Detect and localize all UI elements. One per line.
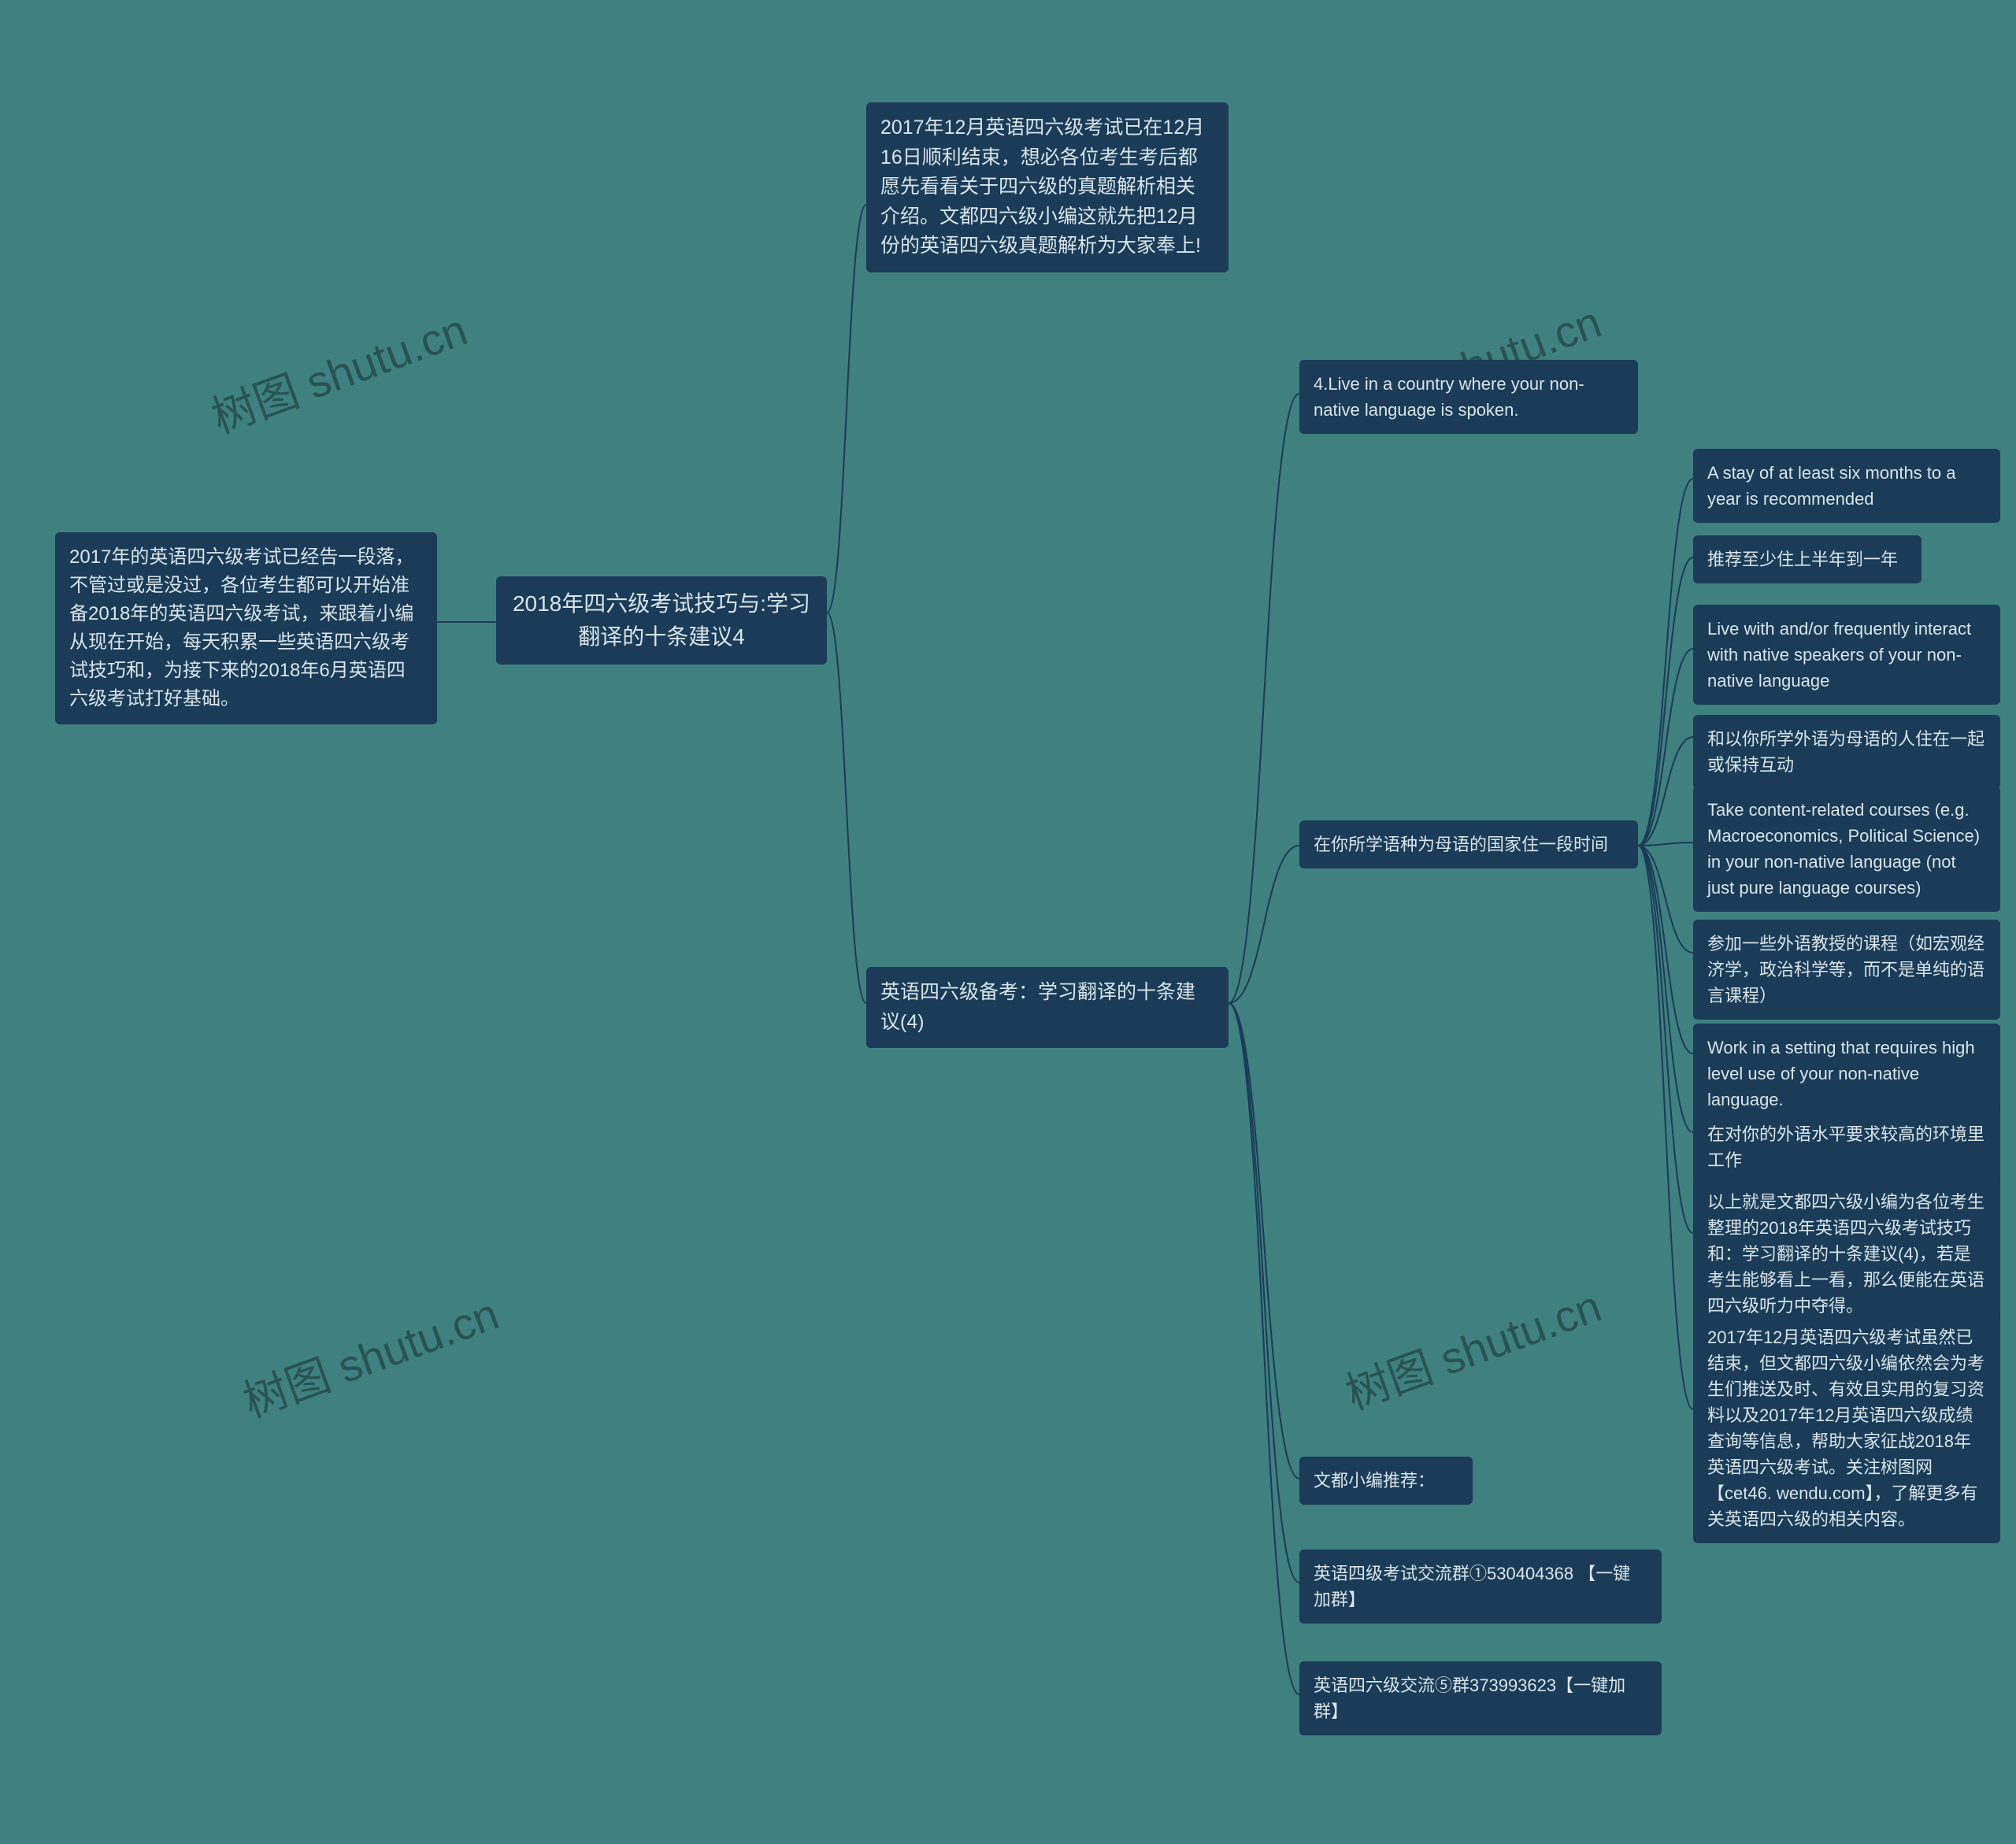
node-group-cet46: 英语四六级交流⑤群373993623【一键加群】 <box>1299 1661 1662 1735</box>
node-center-title: 2018年四六级考试技巧与:学习翻译的十条建议4 <box>496 576 827 665</box>
node-tip-4-live: 4.Live in a country where your non-nativ… <box>1299 360 1638 434</box>
leaf-stay-zh: 推荐至少住上半年到一年 <box>1693 535 1922 583</box>
leaf-courses-en: Take content-related courses (e.g. Macro… <box>1693 786 2000 912</box>
node-top-right-intro: 2017年12月英语四六级考试已在12月16日顺利结束，想必各位考生考后都愿先看… <box>866 102 1228 272</box>
watermark: 树图 shutu.cn <box>1336 1271 1609 1422</box>
leaf-summary: 以上就是文都四六级小编为各位考生整理的2018年英语四六级考试技巧和：学习翻译的… <box>1693 1178 2000 1330</box>
leaf-follow: 2017年12月英语四六级考试虽然已结束，但文都四六级小编依然会为考生们推送及时… <box>1693 1313 2000 1543</box>
leaf-live-en: Live with and/or frequently interact wit… <box>1693 605 2000 705</box>
node-editor-recommend: 文都小编推荐： <box>1299 1457 1473 1505</box>
leaf-work-zh: 在对你的外语水平要求较高的环境里工作 <box>1693 1110 2000 1184</box>
leaf-work-en: Work in a setting that requires high lev… <box>1693 1024 2000 1124</box>
watermark: 树图 shutu.cn <box>202 294 475 446</box>
node-spend-time: 在你所学语种为母语的国家住一段时间 <box>1299 820 1638 868</box>
watermark: 树图 shutu.cn <box>233 1279 506 1430</box>
leaf-courses-zh: 参加一些外语教授的课程（如宏观经济学，政治科学等，而不是单纯的语言课程） <box>1693 920 2000 1020</box>
node-group-cet4: 英语四级考试交流群①530404368 【一键加群】 <box>1299 1550 1662 1624</box>
node-left-intro: 2017年的英语四六级考试已经告一段落，不管过或是没过，各位考生都可以开始准备2… <box>55 532 437 724</box>
node-tier2-main: 英语四六级备考：学习翻译的十条建议(4) <box>866 967 1228 1048</box>
leaf-live-zh: 和以你所学外语为母语的人住在一起或保持互动 <box>1693 715 2000 789</box>
leaf-stay-en: A stay of at least six months to a year … <box>1693 449 2000 523</box>
